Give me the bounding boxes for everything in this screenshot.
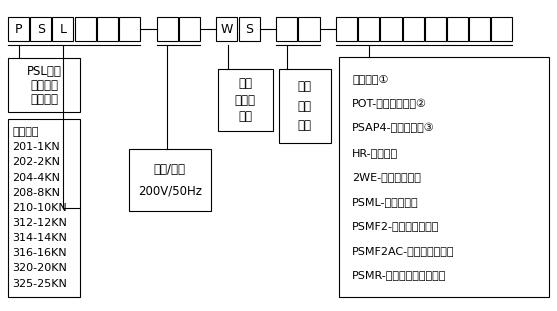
Text: 规格型号: 规格型号: [12, 127, 39, 137]
Text: PSMF2AC-独立位置变送器: PSMF2AC-独立位置变送器: [352, 246, 455, 256]
Bar: [8, 17, 29, 41]
Text: 314-14KN: 314-14KN: [12, 233, 67, 243]
Text: 200V/50Hz: 200V/50Hz: [138, 185, 202, 198]
Text: W: W: [221, 23, 233, 36]
Text: 两个: 两个: [238, 77, 252, 90]
Bar: [425, 17, 446, 41]
Text: PSMF2-独立位置变送器: PSMF2-独立位置变送器: [352, 221, 439, 231]
Text: 主限位: 主限位: [234, 94, 256, 107]
Bar: [278, 69, 331, 143]
Text: 行程: 行程: [298, 119, 312, 132]
Bar: [30, 17, 51, 41]
Text: 执行机构: 执行机构: [30, 93, 58, 106]
Text: 316-16KN: 316-16KN: [12, 248, 67, 258]
Text: POT-阀位反馈组件②: POT-阀位反馈组件②: [352, 98, 427, 109]
Text: HR-加热电阻: HR-加热电阻: [352, 147, 398, 158]
Bar: [403, 17, 424, 41]
Text: 208-8KN: 208-8KN: [12, 188, 60, 198]
Bar: [179, 17, 200, 41]
Text: PSAP4-智能控制器③: PSAP4-智能控制器③: [352, 123, 435, 133]
Bar: [339, 57, 549, 297]
Bar: [218, 69, 273, 131]
Bar: [119, 17, 140, 41]
Text: 325-25KN: 325-25KN: [12, 279, 67, 289]
Bar: [8, 58, 80, 112]
Text: 所配: 所配: [298, 80, 312, 93]
Text: 312-12KN: 312-12KN: [12, 218, 67, 228]
Text: 201-1KN: 201-1KN: [12, 142, 60, 152]
Bar: [447, 17, 468, 41]
Bar: [97, 17, 118, 41]
Text: 可选功能①: 可选功能①: [352, 74, 389, 84]
Text: S: S: [37, 23, 45, 36]
Text: PSL电子: PSL电子: [27, 65, 61, 78]
Text: L: L: [60, 23, 66, 36]
Bar: [469, 17, 490, 41]
Text: 开关: 开关: [238, 110, 252, 123]
Bar: [217, 17, 237, 41]
Text: 电源/频率: 电源/频率: [154, 163, 186, 176]
Text: 202-2KN: 202-2KN: [12, 157, 60, 167]
Bar: [299, 17, 320, 41]
Text: PSML-就地控制箱: PSML-就地控制箱: [352, 197, 419, 207]
Bar: [8, 118, 80, 297]
Bar: [276, 17, 297, 41]
Bar: [336, 17, 357, 41]
Bar: [238, 17, 260, 41]
Bar: [491, 17, 512, 41]
Text: 式直行程: 式直行程: [30, 79, 58, 92]
Bar: [75, 17, 96, 41]
Bar: [52, 17, 74, 41]
Bar: [129, 149, 211, 211]
Bar: [157, 17, 178, 41]
Text: 2WE-附加限位开关: 2WE-附加限位开关: [352, 172, 421, 182]
Text: S: S: [245, 23, 253, 36]
Text: 210-10KN: 210-10KN: [12, 203, 67, 213]
Text: 阀门: 阀门: [298, 100, 312, 113]
Bar: [358, 17, 379, 41]
Text: 320-20KN: 320-20KN: [12, 263, 67, 273]
Text: P: P: [15, 23, 22, 36]
Bar: [380, 17, 402, 41]
Text: PSMR-执行器故障安全自保: PSMR-执行器故障安全自保: [352, 270, 446, 280]
Text: 204-4KN: 204-4KN: [12, 173, 60, 183]
